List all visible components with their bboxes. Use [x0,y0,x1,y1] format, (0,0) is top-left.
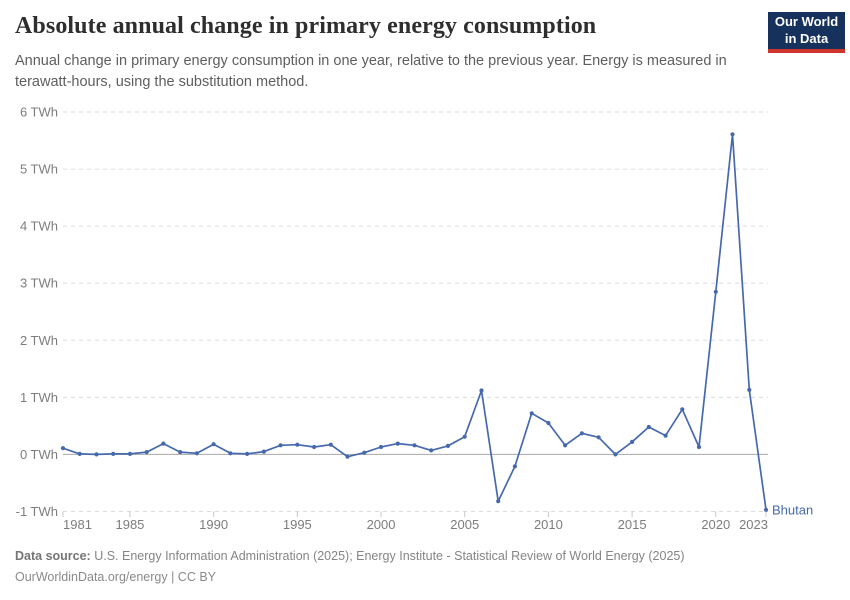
data-point[interactable] [680,407,685,412]
data-point[interactable] [161,441,166,446]
x-tick-label: 2020 [701,517,730,532]
data-source-label: Data source: [15,549,91,563]
y-tick-label: 1 TWh [20,390,58,405]
data-point[interactable] [345,454,350,459]
owid-logo[interactable]: Our World in Data [768,12,845,53]
data-point[interactable] [546,420,551,426]
x-tick-label: 2005 [450,517,479,532]
data-point[interactable] [261,449,266,454]
x-tick-label: 2010 [534,517,563,532]
data-point[interactable] [512,464,518,469]
data-point[interactable] [630,439,635,444]
data-point[interactable] [412,443,417,448]
data-point[interactable] [94,452,99,457]
x-tick-label: 1995 [283,517,312,532]
data-point[interactable] [496,499,501,504]
data-point[interactable] [763,507,769,512]
y-tick-label: 0 TWh [20,447,58,462]
x-tick-label: 1990 [199,517,228,532]
data-point[interactable] [127,451,133,456]
series-line-bhutan[interactable] [62,133,767,510]
data-point[interactable] [194,451,199,456]
license-line[interactable]: OurWorldinData.org/energy | CC BY [15,567,815,588]
data-point[interactable] [144,450,149,455]
data-point[interactable] [445,443,451,448]
data-point[interactable] [429,448,434,453]
x-tick-label: 1985 [115,517,144,532]
data-source-line: Data source: U.S. Energy Information Adm… [15,546,815,567]
y-tick-label: 3 TWh [20,276,58,291]
data-source-text: U.S. Energy Information Administration (… [94,549,685,563]
x-tick-label: 2000 [367,517,396,532]
data-point[interactable] [613,452,618,457]
data-point[interactable] [312,444,317,450]
data-point[interactable] [462,434,467,439]
data-point[interactable] [362,450,367,455]
data-point[interactable] [228,451,233,456]
owid-logo-line2: in Data [784,30,829,46]
data-point[interactable] [596,435,601,440]
data-point[interactable] [696,444,702,450]
owid-link[interactable]: OurWorldinData.org/energy | CC BY [15,570,217,584]
data-point[interactable] [211,442,216,447]
data-point[interactable] [77,451,82,456]
chart-subtitle: Annual change in primary energy consumpt… [15,53,727,90]
data-point[interactable] [646,424,651,430]
y-tick-label: 4 TWh [20,219,58,234]
data-point[interactable] [378,444,384,450]
data-point[interactable] [747,387,752,392]
x-tick-label: 2023 [739,517,768,532]
data-point[interactable] [278,443,283,448]
y-tick-label: 2 TWh [20,333,58,348]
data-point[interactable] [479,388,484,393]
x-tick-label: 2015 [618,517,647,532]
series-end-label[interactable]: Bhutan [772,502,813,517]
page-title: Absolute annual change in primary energy… [15,13,597,39]
y-tick-label: 6 TWh [20,105,58,120]
y-tick-label: 5 TWh [20,162,58,177]
x-tick-label: 1981 [63,517,92,532]
data-point[interactable] [245,451,250,456]
data-point[interactable] [178,450,183,455]
data-point[interactable] [563,443,568,448]
data-point[interactable] [395,441,400,446]
owid-logo-line1: Our World [774,13,839,29]
data-point[interactable] [713,289,718,294]
data-point[interactable] [295,442,300,447]
data-point[interactable] [579,431,585,436]
data-point[interactable] [111,451,116,456]
data-point[interactable] [730,132,735,137]
data-point[interactable] [60,446,66,451]
data-point[interactable] [663,433,668,438]
y-tick-label: -1 TWh [16,504,58,519]
chart-footer: Data source: U.S. Energy Information Adm… [15,546,815,588]
data-point[interactable] [328,442,333,447]
data-point[interactable] [529,411,534,416]
